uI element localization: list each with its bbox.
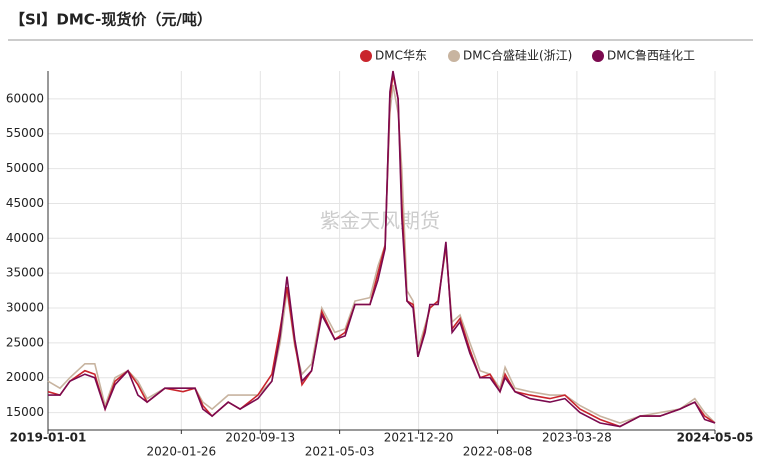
x-tick-label: 2021-12-20 <box>384 431 454 445</box>
series-line <box>47 84 716 424</box>
series-line <box>48 70 716 428</box>
y-tick-label: 50000 <box>6 161 44 175</box>
y-tick-label: 40000 <box>6 231 44 245</box>
watermark: 紫金天风期货 <box>320 209 440 233</box>
x-tick-label: 2020-01-26 <box>146 445 216 459</box>
x-tick-label: 2022-08-08 <box>463 445 533 459</box>
series-line <box>47 74 716 428</box>
x-tick-label: 2023-03-28 <box>542 431 612 445</box>
x-tick-label: 2021-05-03 <box>305 445 375 459</box>
legend-label: DMC华东 <box>375 49 427 63</box>
x-tick-label: 2020-09-13 <box>225 431 295 445</box>
legend-swatch <box>448 50 460 62</box>
legend-swatch <box>592 50 604 62</box>
x-tick-label: 2019-01-01 <box>10 431 87 445</box>
chart-title: 【SI】DMC-现货价（元/吨） <box>10 11 212 29</box>
legend-label: DMC合盛硅业(浙江) <box>463 48 572 63</box>
y-tick-label: 45000 <box>6 196 44 210</box>
y-tick-label: 60000 <box>6 91 44 105</box>
y-tick-label: 15000 <box>6 405 44 419</box>
y-tick-label: 30000 <box>6 301 44 315</box>
y-tick-label: 20000 <box>6 370 44 384</box>
legend-swatch <box>360 50 372 62</box>
y-tick-label: 55000 <box>6 126 44 140</box>
y-tick-label: 35000 <box>6 266 44 280</box>
x-tick-label: 2024-05-05 <box>677 431 754 445</box>
y-tick-label: 25000 <box>6 335 44 349</box>
legend-label: DMC鲁西硅化工 <box>607 49 695 63</box>
